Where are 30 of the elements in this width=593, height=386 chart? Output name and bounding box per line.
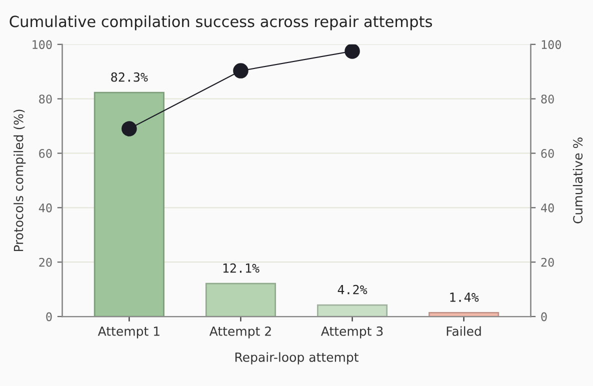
- y-tick-label: 100: [32, 40, 52, 50]
- bar: [94, 92, 164, 317]
- data-label: 1.4%: [450, 292, 479, 302]
- y2-axis-title: Cumulative %: [572, 138, 583, 224]
- y-tick-label: 80: [39, 94, 52, 104]
- y-tick-label: 60: [39, 148, 52, 158]
- data-label: 82.3%: [111, 72, 148, 82]
- x-axis-title: Repair-loop attempt: [235, 352, 358, 364]
- point: [122, 121, 137, 136]
- y2-tick-label: 60: [541, 148, 554, 158]
- bar: [205, 282, 276, 317]
- y-tick-label: 40: [38, 203, 52, 212]
- data-label: 4.2%: [338, 284, 368, 294]
- bar: [317, 304, 388, 317]
- x-tick-label: Attempt 1: [98, 326, 160, 338]
- y-tick-label: 20: [39, 258, 52, 267]
- x-tick-label: Failed: [446, 326, 481, 336]
- y2-tick-label: 20: [541, 258, 554, 267]
- y2-tick-label: 80: [541, 94, 554, 104]
- chart-title: Cumulative compilation success across repair attempts: [10, 15, 432, 30]
- y-axis-title: Protocols compiled (%): [14, 110, 26, 252]
- point: [344, 44, 360, 59]
- y2-tick-label: 40: [541, 203, 554, 212]
- y2-tick-label: 0: [541, 312, 547, 322]
- y2-tick-label: 100: [542, 40, 562, 50]
- point: [233, 63, 248, 78]
- data-label: 12.1%: [223, 263, 260, 273]
- x-tick-label: Attempt 3: [320, 326, 383, 338]
- x-tick-label: Attempt 2: [209, 326, 271, 338]
- y-tick-label: 0: [46, 312, 52, 322]
